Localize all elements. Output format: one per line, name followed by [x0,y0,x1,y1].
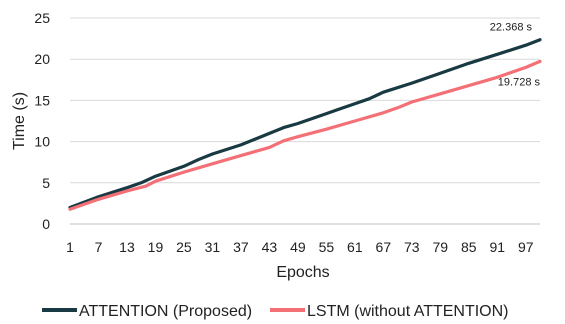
x-tick-label: 31 [205,239,221,255]
x-tick-label: 13 [119,239,135,255]
series-lines [68,38,542,211]
x-axis-title: Epochs [276,264,329,281]
x-tick-labels: 1 7 13 19 25 31 37 43 49 55 61 67 73 79 85 91 97 [66,239,534,255]
y-tick-label: 15 [34,92,50,108]
series-line-1 [68,38,542,210]
x-tick-label: 25 [176,239,192,255]
x-tick-label: 97 [518,239,534,255]
x-tick-label: 43 [262,239,278,255]
x-tick-label: 61 [347,239,363,255]
x-tick-label: 67 [376,239,392,255]
end-value-label: 22.368 s [490,22,533,34]
x-tick-label: 19 [148,239,164,255]
x-tick-label: 1 [66,239,74,255]
y-tick-labels: 0 5 10 15 20 25 [34,10,50,232]
y-tick-label: 0 [42,216,50,232]
x-tick-label: 7 [95,239,103,255]
series-line-2 [68,59,542,211]
y-tick-label: 5 [42,175,50,191]
y-tick-label: 10 [34,134,50,150]
x-tick-label: 85 [461,239,477,255]
gridlines [70,17,540,184]
legend-label: ATTENTION (Proposed) [79,303,252,320]
end-labels: 22.368 s 19.728 s [490,22,541,89]
y-tick-label: 20 [34,51,50,67]
x-tick-label: 91 [489,239,505,255]
x-tick-label: 37 [233,239,249,255]
y-tick-label: 25 [34,10,50,26]
end-value-label: 19.728 s [498,76,541,88]
x-tick-label: 49 [290,239,306,255]
legend-label: LSTM (without ATTENTION) [307,303,509,320]
x-tick-label: 55 [319,239,335,255]
x-tick-label: 73 [404,239,420,255]
y-axis-title: Time (s) [11,92,28,150]
legend: ATTENTION (Proposed) LSTM (without ATTENT… [42,303,509,320]
x-tick-label: 79 [433,239,449,255]
